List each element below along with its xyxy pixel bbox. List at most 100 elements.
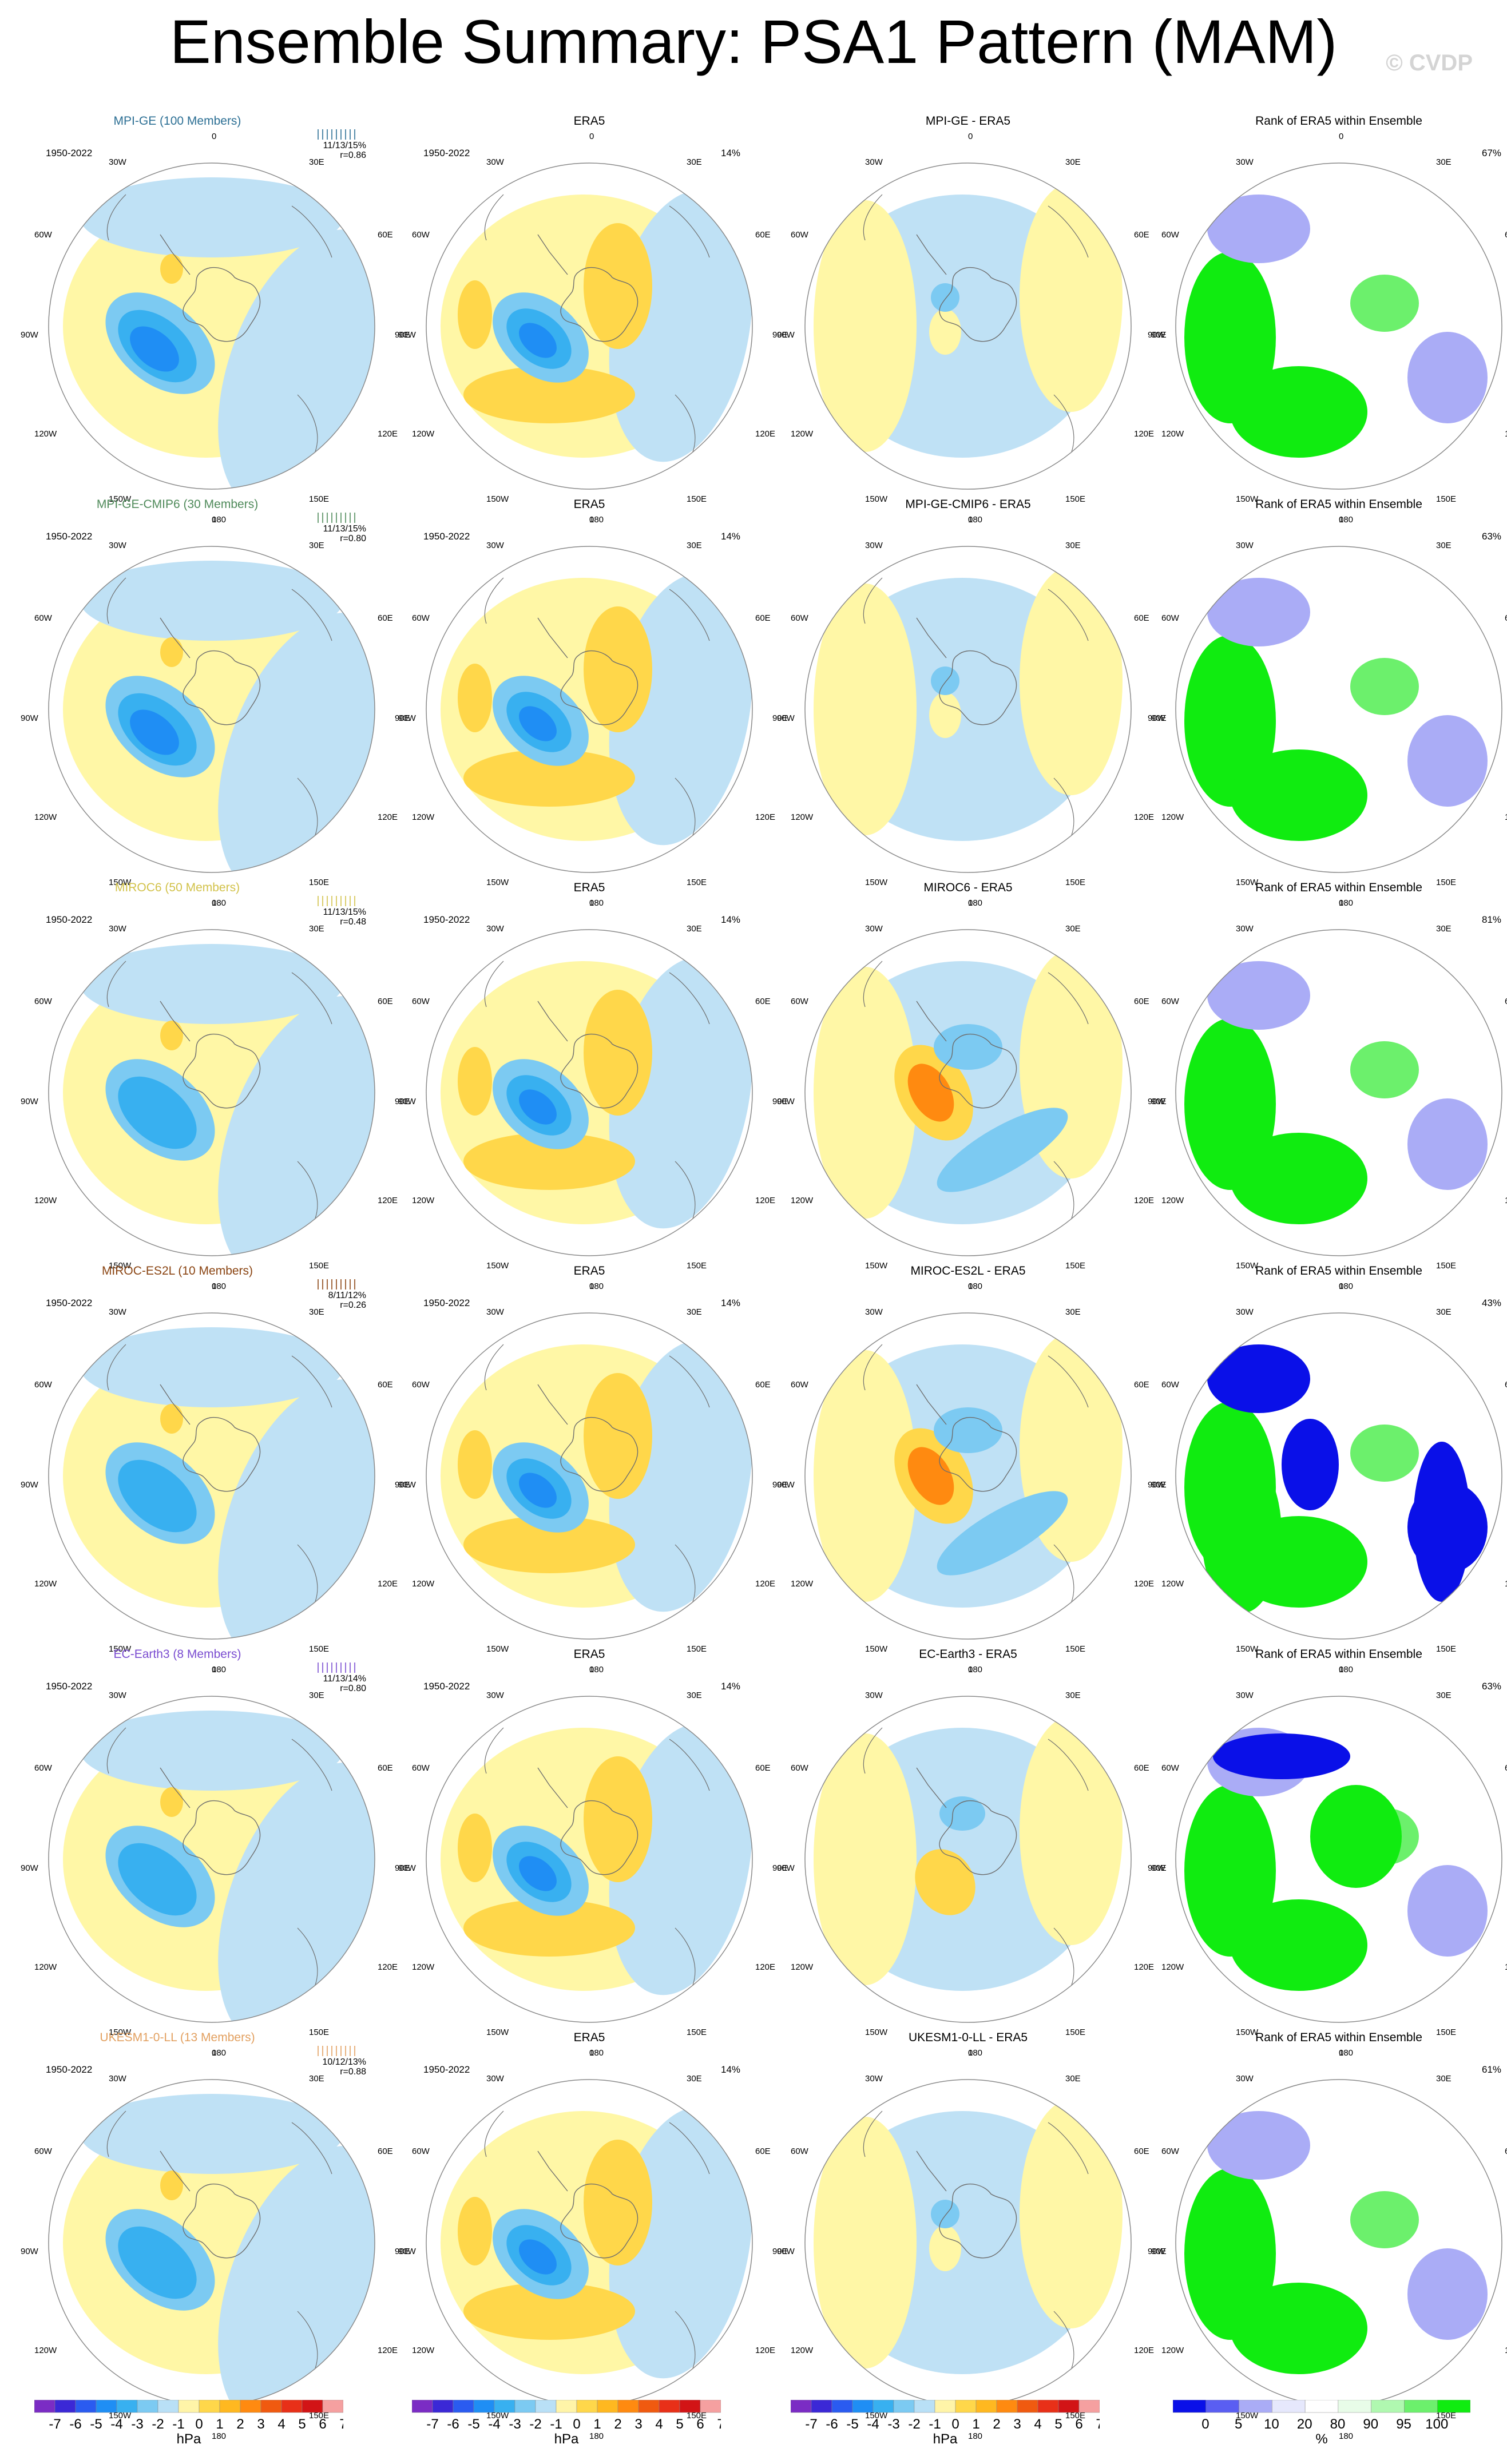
negative-anomaly	[118, 1459, 197, 1533]
rank-region	[1407, 1865, 1488, 1957]
positive-anomaly	[463, 1899, 635, 1957]
longitude-label: 120W	[791, 429, 814, 439]
longitude-label: 60E	[1134, 230, 1149, 240]
longitude-label: 0	[968, 2048, 973, 2058]
rank-map	[1175, 546, 1502, 873]
longitude-label: 90W	[398, 713, 416, 723]
colorbar-tick: -2	[529, 2417, 541, 2432]
positive-anomaly	[1020, 183, 1123, 412]
ensemble-boxplot	[318, 1279, 355, 1289]
longitude-label: 30E	[309, 1307, 324, 1317]
rank-region	[1230, 749, 1367, 841]
longitude-label: 90W	[777, 2247, 795, 2256]
longitude-label: 0	[589, 1665, 594, 1675]
positive-anomaly	[584, 1756, 652, 1882]
period-label: 1950-2022	[423, 148, 470, 158]
longitude-label: 120E	[1505, 1962, 1507, 1972]
difference-panel: MIROC-ES2L - ERA5 0 30E 60E 90E 120E 150E 180 15…	[777, 1264, 1167, 1675]
colorbar-tick: -4	[110, 2417, 122, 2432]
longitude-label: 60W	[791, 613, 808, 623]
negative-anomaly	[519, 1856, 557, 1891]
longitude-label: 150E	[309, 878, 330, 887]
map-border	[1175, 1696, 1502, 2023]
longitude-label: 0	[1339, 132, 1344, 141]
colorbar-tick: -6	[69, 2417, 81, 2432]
anomaly-colorbar: -7 -6 -5 -4 -3 -2 -1 01234567 hPa	[791, 2400, 1100, 2446]
longitude-label: 120W	[791, 812, 814, 822]
coastline	[916, 2150, 1017, 2259]
longitude-label: 60W	[791, 1763, 808, 1773]
period-label: 1950-2022	[423, 914, 470, 925]
longitude-label: 120E	[1505, 812, 1507, 822]
longitude-label: 0	[212, 1665, 217, 1675]
era5-title: ERA5	[573, 1264, 605, 1277]
colorbar-tick: -7	[426, 2417, 438, 2432]
colorbar-swatch	[1078, 2400, 1100, 2413]
longitude-label: 90W	[398, 330, 416, 340]
longitude-label: 60E	[755, 1380, 771, 1390]
colorbar-swatch	[322, 2400, 343, 2413]
coastline	[863, 1727, 883, 1774]
period-label: 1950-2022	[423, 2064, 470, 2075]
coastline	[1048, 1355, 1089, 1408]
longitude-label: 150E	[687, 2027, 707, 2037]
coastline	[160, 1767, 261, 1875]
longitude-label: 120E	[1505, 2346, 1507, 2355]
colorbar-swatch	[260, 2400, 282, 2413]
model-title: EC-Earth3 (8 Members)	[113, 1648, 241, 1661]
longitude-label: 120E	[378, 1579, 398, 1589]
longitude-label: 60W	[1161, 1380, 1179, 1390]
colorbar-swatch	[1205, 2400, 1239, 2413]
positive-anomaly	[463, 366, 635, 423]
longitude-label: 30W	[1236, 1691, 1254, 1700]
longitude-label: 120W	[791, 1962, 814, 1972]
map-border	[804, 162, 1132, 490]
rank-pct: 63%	[1482, 1681, 1502, 1692]
colorbar-swatch	[852, 2400, 874, 2413]
positive-anomaly	[907, 1064, 954, 1122]
rank-map	[1175, 1696, 1502, 2023]
longitude-label: 150E	[1436, 2411, 1457, 2421]
longitude-label: 180	[212, 898, 227, 908]
diff-map	[804, 546, 1132, 873]
longitude-label: 60W	[34, 1763, 52, 1773]
longitude-label: 150W	[1236, 494, 1259, 504]
colorbar-tick: 80	[1330, 2417, 1346, 2432]
longitude-label: 90W	[21, 330, 38, 340]
longitude-label: 120E	[378, 812, 398, 822]
longitude-label: 120W	[34, 2346, 57, 2355]
longitude-label: 180	[1339, 1281, 1354, 1291]
longitude-label: 90W	[1148, 1097, 1165, 1106]
diff-map	[804, 2079, 1132, 2406]
longitude-label: 0	[1339, 898, 1344, 908]
longitude-label: 90E	[772, 1863, 788, 1873]
colorbar-swatch	[996, 2400, 1018, 2413]
longitude-label: 0	[589, 515, 594, 525]
negative-anomaly	[519, 323, 557, 358]
coastline	[863, 961, 883, 1007]
longitude-label: 60E	[1134, 1380, 1149, 1390]
longitude-label: 150W	[1236, 878, 1259, 887]
difference-panel: EC-Earth3 - ERA5 0 30E 60E 90E 120E 150E 180 150…	[777, 1648, 1167, 2058]
longitude-label: 90W	[777, 1480, 795, 1490]
colorbar-tick: -7	[805, 2417, 817, 2432]
colorbar-swatch	[96, 2400, 117, 2413]
longitude-label: 150W	[486, 2411, 509, 2421]
rank-region	[1413, 1442, 1470, 1602]
era5-map	[426, 929, 753, 1256]
coastline	[160, 2150, 261, 2259]
coastline	[484, 1727, 504, 1774]
coastline	[160, 1384, 261, 1492]
longitude-label: 150W	[865, 878, 888, 887]
rank-pct: 43%	[1482, 1298, 1502, 1308]
longitude-label: 60E	[755, 997, 771, 1006]
longitude-label: 150W	[1236, 2411, 1259, 2421]
longitude-label: 30W	[1236, 1307, 1254, 1317]
negative-anomaly	[80, 1711, 343, 1791]
colorbar-swatch	[453, 2400, 474, 2413]
rank-panel: Rank of ERA5 within Ensemble 43% 0 30E 60E 90…	[1148, 1264, 1507, 1675]
longitude-label: 30W	[1236, 157, 1254, 167]
longitude-label: 90E	[1151, 2247, 1167, 2256]
rank-pct: 61%	[1482, 2064, 1502, 2075]
pct-range: 11/13/15%	[323, 141, 366, 150]
